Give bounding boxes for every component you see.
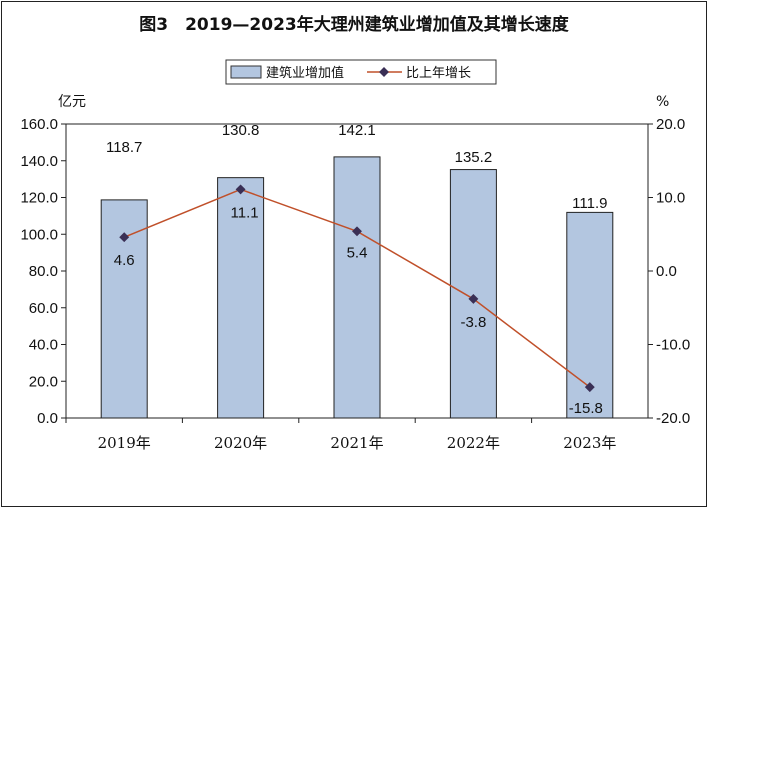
bar-series [100, 156, 614, 419]
x-tick-label: 2021年 [330, 434, 383, 452]
line-data-label: 5.4 [347, 244, 368, 261]
x-tick-label: 2020年 [214, 434, 267, 452]
bar-data-label: 142.1 [338, 122, 376, 139]
x-tick-label: 2019年 [98, 434, 151, 452]
y-tick-label-left: 80.0 [29, 263, 58, 280]
line-marker [468, 293, 479, 304]
y-axis-unit-right: % [656, 94, 669, 110]
chart-frame: 图3 2019—2023年大理州建筑业增加值及其增长速度 建筑业增加值 比上年增… [1, 1, 707, 507]
x-tick-label: 2022年 [447, 434, 500, 452]
x-axis-categories: 2019年 2020年 2021年 2022年 2023年 [65, 418, 616, 452]
line-labels: 4.6 11.1 5.4 -3.8 -15.8 [114, 204, 603, 417]
line-marker [119, 232, 130, 243]
line-data-label: 4.6 [114, 252, 135, 269]
bar-data-label: 111.9 [572, 195, 607, 212]
chart-svg: 图3 2019—2023年大理州建筑业增加值及其增长速度 建筑业增加值 比上年增… [20, 14, 690, 452]
line-data-label: -3.8 [460, 314, 486, 331]
line-data-label: -15.8 [569, 400, 603, 417]
bar-labels: 118.7 130.8 142.1 135.2 111.9 [106, 122, 607, 212]
y-tick-label-right: -10.0 [656, 337, 690, 354]
bar [333, 156, 381, 419]
legend-bar-swatch [230, 65, 262, 79]
legend-label-line: 比上年增长 [406, 66, 471, 81]
line-marker [235, 184, 246, 195]
bar [449, 169, 497, 419]
y-tick-label-left: 100.0 [20, 226, 58, 243]
line-marker [352, 226, 362, 237]
y-tick-label-left: 40.0 [29, 337, 58, 354]
y-tick-label-left: 20.0 [29, 373, 58, 390]
y-axis-unit-left: 亿元 [58, 94, 86, 110]
line-marker [584, 382, 595, 393]
y-tick-label-left: 60.0 [29, 300, 58, 317]
line-data-label: 11.1 [231, 204, 259, 221]
bar [217, 177, 265, 419]
bar-data-label: 135.2 [455, 149, 493, 166]
legend-box [225, 59, 497, 85]
legend: 建筑业增加值 比上年增长 [225, 59, 497, 85]
legend-label-bar: 建筑业增加值 [266, 65, 344, 81]
y-axis-right: -20.0 -10.0 0.0 10.0 20.0 [648, 116, 690, 427]
y-tick-label-left: 0.0 [37, 410, 58, 427]
y-tick-label-right: 10.0 [656, 190, 685, 207]
y-tick-label-right: -20.0 [656, 410, 690, 427]
bar-data-label: 130.8 [222, 122, 260, 139]
y-tick-label-left: 140.0 [20, 153, 58, 170]
chart-title: 图3 2019—2023年大理州建筑业增加值及其增长速度 [139, 14, 569, 35]
y-axis-left: 0.0 20.0 40.0 60.0 80.0 100.0 120.0 140.0 160.0 [20, 116, 66, 427]
y-tick-label-left: 120.0 [20, 190, 58, 207]
line-series [119, 184, 595, 393]
bar-data-label: 118.7 [106, 139, 142, 156]
y-tick-label-right: 20.0 [656, 116, 685, 133]
x-tick-label: 2023年 [563, 434, 616, 452]
y-tick-label-right: 0.0 [656, 263, 677, 280]
y-tick-label-left: 160.0 [20, 116, 58, 133]
